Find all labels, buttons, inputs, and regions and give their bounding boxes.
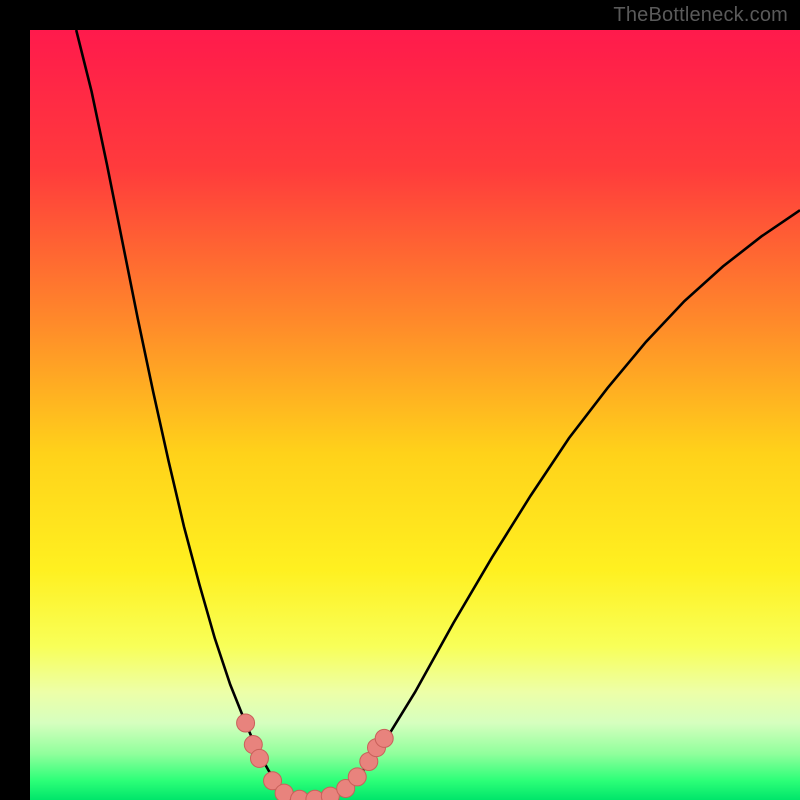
data-marker: [348, 768, 366, 786]
data-marker: [250, 749, 268, 767]
data-marker: [375, 729, 393, 747]
marker-group: [237, 714, 394, 800]
chart-overlay-svg: [30, 30, 800, 800]
curve-right: [303, 210, 800, 799]
curve-left: [76, 30, 303, 799]
data-marker: [237, 714, 255, 732]
chart-plot-area: [30, 30, 800, 800]
watermark-text: TheBottleneck.com: [613, 4, 788, 27]
